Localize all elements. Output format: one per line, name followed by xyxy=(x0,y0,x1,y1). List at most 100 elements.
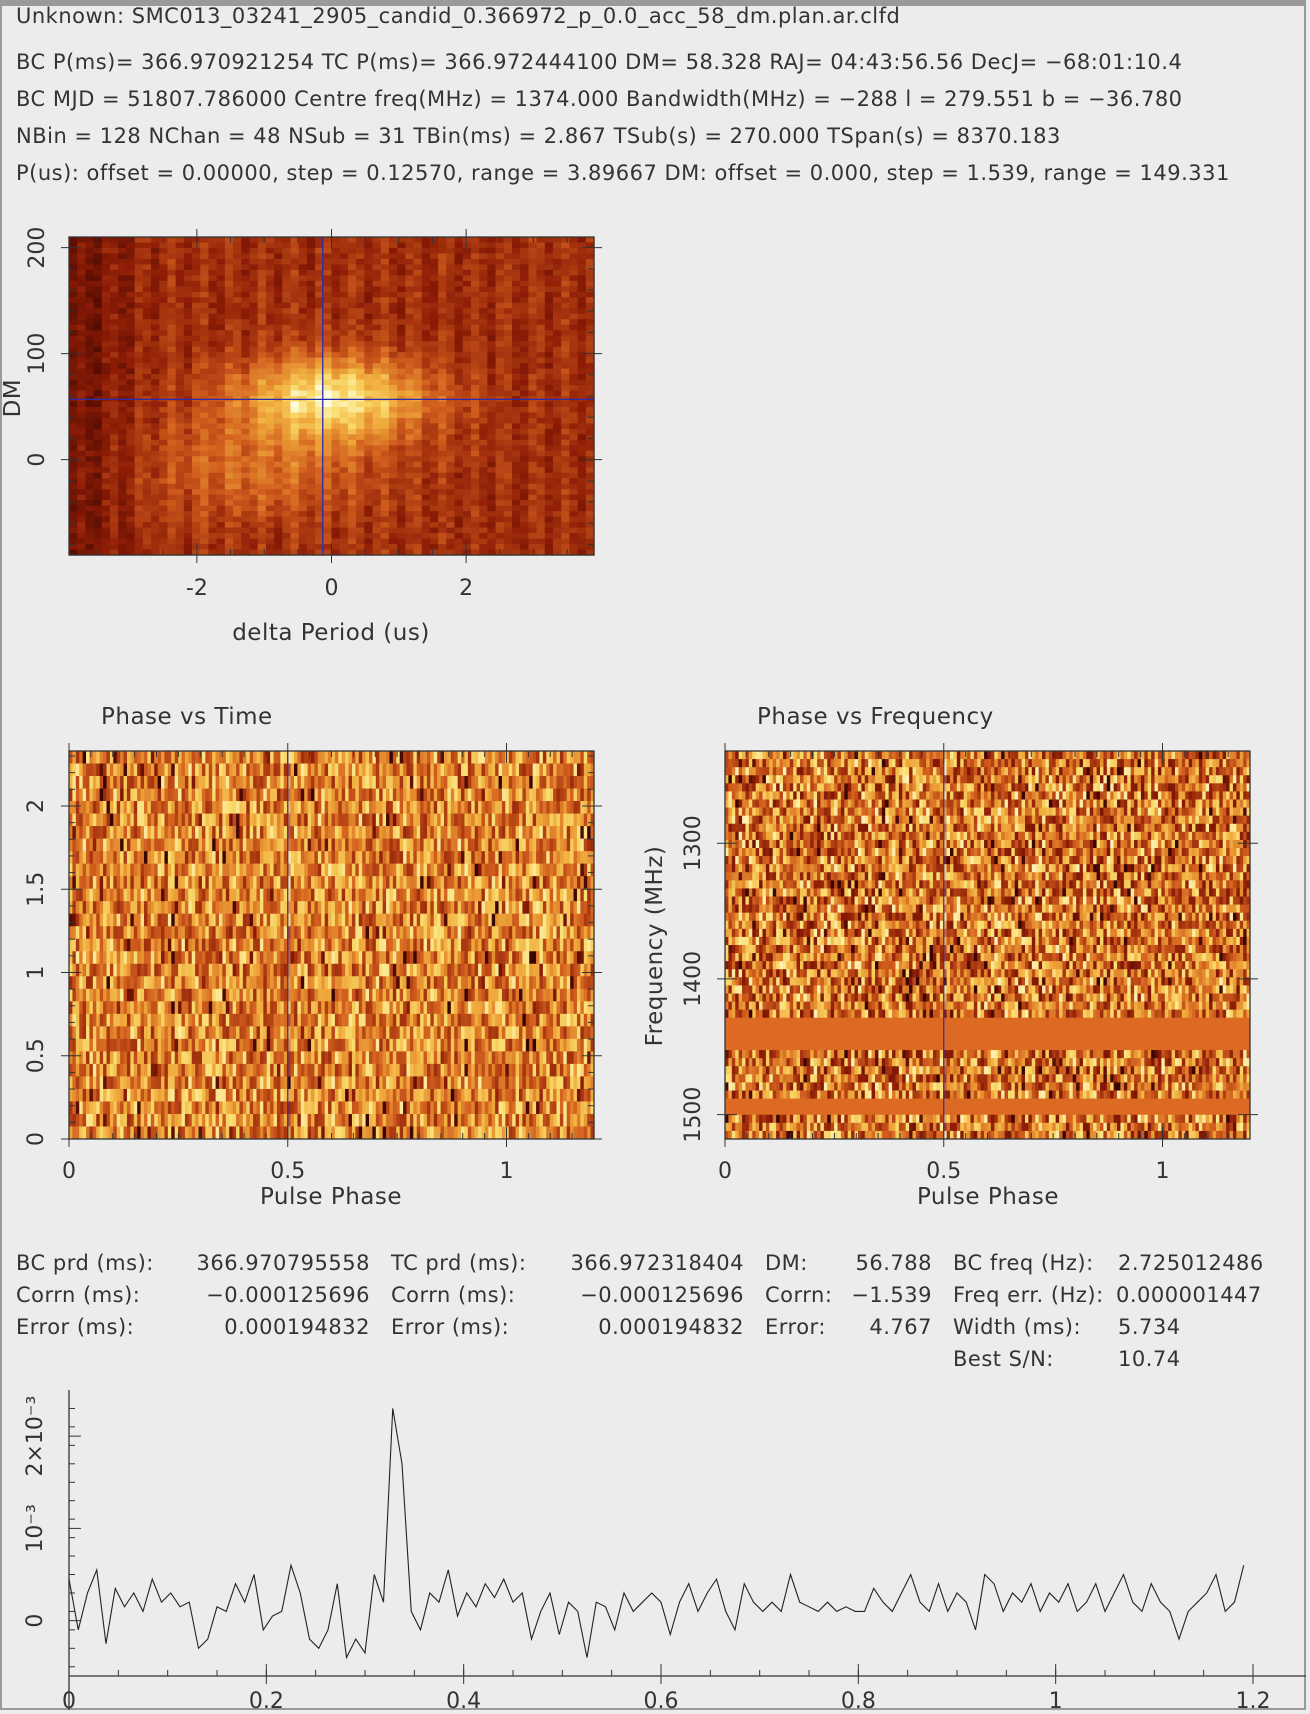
period-dm-cell xyxy=(429,346,439,353)
period-dm-cell xyxy=(224,275,234,282)
period-dm-cell xyxy=(331,527,341,534)
phase-time-cell xyxy=(103,838,107,852)
period-dm-cell xyxy=(577,461,587,468)
period-dm-cell xyxy=(290,346,300,353)
period-dm-cell xyxy=(479,247,488,255)
period-dm-cell xyxy=(413,280,423,287)
phase-time-cell xyxy=(546,801,551,815)
period-dm-cell xyxy=(561,533,570,540)
period-dm-cell xyxy=(249,494,259,501)
period-dm-cell xyxy=(85,538,95,545)
period-dm-cell xyxy=(69,445,78,452)
period-dm-cell xyxy=(126,538,136,545)
period-dm-cell xyxy=(429,357,439,364)
period-dm-cell xyxy=(167,308,177,315)
phase-time-cell xyxy=(116,751,121,765)
period-dm-cell xyxy=(85,264,95,271)
period-dm-cell xyxy=(134,461,144,468)
period-dm-cell xyxy=(151,478,160,485)
period-dm-cell xyxy=(544,417,554,425)
period-dm-cell xyxy=(446,247,456,255)
period-dm-cell xyxy=(290,313,300,320)
period-dm-cell xyxy=(487,302,497,309)
phase-time-cell xyxy=(556,776,561,790)
period-dm-cell xyxy=(503,324,513,331)
period-dm-cell xyxy=(413,527,423,534)
period-dm-cell xyxy=(446,269,456,276)
period-dm-cell xyxy=(142,237,152,244)
period-dm-cell xyxy=(413,302,423,309)
period-dm-cell xyxy=(585,461,595,468)
period-dm-cell xyxy=(69,439,78,446)
period-dm-cell xyxy=(552,483,562,490)
period-dm-cell xyxy=(282,237,292,244)
phase-time-cell xyxy=(307,788,312,802)
period-dm-cell xyxy=(528,516,538,523)
phase-time-cell xyxy=(508,801,513,815)
period-dm-cell xyxy=(454,417,464,425)
period-dm-cell xyxy=(585,467,595,474)
period-dm-cell xyxy=(110,500,119,507)
phase-time-cell xyxy=(529,751,534,765)
period-dm-cell xyxy=(241,297,251,304)
phase-time-cell xyxy=(191,826,196,840)
period-dm-cell xyxy=(479,544,488,551)
period-dm-cell xyxy=(118,533,128,540)
period-dm-cell xyxy=(69,522,78,529)
phase-time-cell xyxy=(232,838,237,852)
period-dm-cell xyxy=(282,434,292,441)
period-dm-cell xyxy=(397,390,406,397)
period-dm-cell xyxy=(479,549,488,556)
period-dm-cell xyxy=(446,291,456,298)
period-dm-cell xyxy=(183,417,193,425)
period-dm-cell xyxy=(585,417,595,425)
period-dm-cell xyxy=(151,489,160,496)
period-dm-cell xyxy=(93,489,103,496)
period-dm-cell xyxy=(257,363,267,370)
period-dm-cell xyxy=(151,423,160,430)
phase-time-cell xyxy=(266,813,271,827)
period-dm-cell xyxy=(429,330,439,337)
period-dm-cell xyxy=(274,258,283,266)
period-dm-cell xyxy=(274,352,283,359)
period-dm-cell xyxy=(282,461,292,468)
period-dm-cell xyxy=(569,428,579,435)
period-dm-cell xyxy=(233,385,242,392)
period-dm-cell xyxy=(134,511,144,518)
period-dm-cell xyxy=(347,489,357,496)
phase-time-cell xyxy=(539,813,544,827)
period-dm-cell xyxy=(544,385,554,392)
phase-time-cell xyxy=(447,788,452,802)
period-dm-cell xyxy=(577,368,587,375)
period-dm-cell xyxy=(552,505,562,512)
period-dm-cell xyxy=(142,390,152,397)
period-dm-cell xyxy=(569,247,579,255)
period-dm-cell xyxy=(306,330,316,337)
phase-time-cell xyxy=(225,776,230,790)
period-dm-cell xyxy=(536,423,546,430)
phase-time-cell xyxy=(392,751,397,765)
phase-time-cell xyxy=(338,838,343,852)
phase-time-cell xyxy=(222,813,227,827)
period-dm-cell xyxy=(331,516,341,523)
period-dm-cell xyxy=(274,237,283,244)
period-dm-cell xyxy=(405,330,415,337)
phase-time-cell xyxy=(389,838,394,852)
period-dm-cell xyxy=(265,275,275,282)
period-dm-cell xyxy=(585,286,595,293)
period-dm-cell xyxy=(175,527,185,534)
period-dm-cell xyxy=(134,330,144,337)
period-dm-cell xyxy=(233,319,242,326)
phase-time-cell xyxy=(171,801,176,815)
error-label-2: Error (ms): xyxy=(391,1315,510,1339)
period-dm-cell xyxy=(315,324,324,331)
phase-time-cell xyxy=(150,838,155,852)
period-dm-cell xyxy=(183,500,193,507)
period-dm-cell xyxy=(331,483,341,490)
period-dm-cell xyxy=(421,341,431,348)
period-dm-cell xyxy=(290,374,300,381)
phase-time-cell xyxy=(283,826,288,840)
period-dm-cell xyxy=(216,533,226,540)
period-dm-cell xyxy=(438,291,447,298)
phase-time-cell xyxy=(263,763,268,777)
